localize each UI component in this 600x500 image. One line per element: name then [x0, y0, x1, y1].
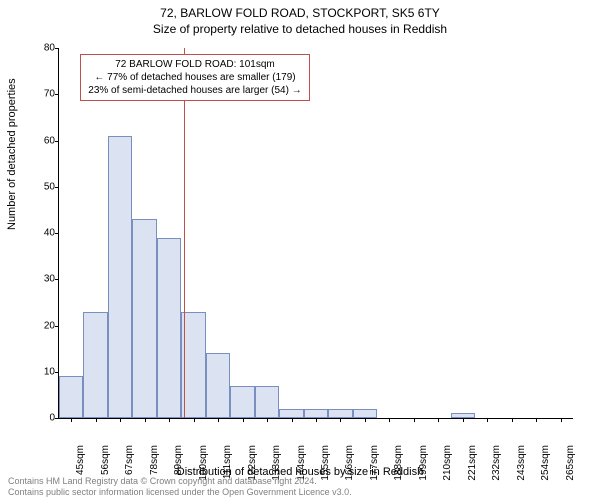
- y-tick-label: 70: [29, 89, 55, 100]
- y-axis-label: Number of detached properties: [6, 78, 18, 230]
- y-tick-label: 10: [29, 366, 55, 377]
- annotation-box: 72 BARLOW FOLD ROAD: 101sqm ← 77% of det…: [80, 54, 310, 101]
- y-tick-label: 50: [29, 181, 55, 192]
- x-tick-mark: [463, 418, 464, 422]
- y-tick-mark: [55, 279, 59, 280]
- plot-region: 0102030405060708045sqm56sqm67sqm78sqm89s…: [58, 48, 573, 419]
- annotation-line2: ← 77% of detached houses are smaller (17…: [87, 71, 303, 84]
- footer: Contains HM Land Registry data © Crown c…: [8, 476, 352, 498]
- histogram-bar: [255, 386, 279, 418]
- x-tick-mark: [340, 418, 341, 422]
- x-tick-mark: [512, 418, 513, 422]
- histogram-bar: [328, 409, 352, 418]
- y-tick-mark: [55, 233, 59, 234]
- x-tick-mark: [365, 418, 366, 422]
- chart-area: 0102030405060708045sqm56sqm67sqm78sqm89s…: [58, 48, 572, 418]
- histogram-bar: [353, 409, 377, 418]
- chart-container: 72, BARLOW FOLD ROAD, STOCKPORT, SK5 6TY…: [0, 0, 600, 500]
- histogram-bar: [157, 238, 181, 418]
- y-tick-mark: [55, 94, 59, 95]
- y-tick-label: 60: [29, 135, 55, 146]
- title-sub: Size of property relative to detached ho…: [0, 20, 600, 36]
- histogram-bar: [206, 353, 230, 418]
- y-tick-mark: [55, 372, 59, 373]
- x-tick-mark: [438, 418, 439, 422]
- y-tick-mark: [55, 48, 59, 49]
- annotation-line1: 72 BARLOW FOLD ROAD: 101sqm: [87, 58, 303, 71]
- footer-line2: Contains public sector information licen…: [8, 487, 352, 498]
- x-tick-mark: [536, 418, 537, 422]
- footer-line1: Contains HM Land Registry data © Crown c…: [8, 476, 352, 487]
- x-tick-mark: [120, 418, 121, 422]
- reference-line: [184, 48, 185, 418]
- histogram-bar: [108, 136, 132, 418]
- x-tick-mark: [96, 418, 97, 422]
- histogram-bar: [304, 409, 328, 418]
- y-tick-label: 0: [29, 413, 55, 424]
- y-tick-mark: [55, 418, 59, 419]
- y-tick-label: 30: [29, 274, 55, 285]
- y-tick-mark: [55, 187, 59, 188]
- title-main: 72, BARLOW FOLD ROAD, STOCKPORT, SK5 6TY: [0, 0, 600, 20]
- x-tick-mark: [218, 418, 219, 422]
- y-tick-mark: [55, 141, 59, 142]
- x-tick-mark: [194, 418, 195, 422]
- y-tick-label: 20: [29, 320, 55, 331]
- x-tick-mark: [243, 418, 244, 422]
- x-tick-mark: [414, 418, 415, 422]
- histogram-bar: [230, 386, 254, 418]
- x-tick-mark: [316, 418, 317, 422]
- x-tick-mark: [487, 418, 488, 422]
- x-tick-mark: [292, 418, 293, 422]
- histogram-bar: [59, 376, 83, 418]
- y-tick-label: 40: [29, 228, 55, 239]
- y-tick-label: 80: [29, 43, 55, 54]
- annotation-line3: 23% of semi-detached houses are larger (…: [87, 84, 303, 97]
- x-tick-mark: [561, 418, 562, 422]
- histogram-bar: [132, 219, 156, 418]
- histogram-bar: [181, 312, 205, 418]
- x-tick-mark: [71, 418, 72, 422]
- histogram-bar: [279, 409, 303, 418]
- histogram-bar: [83, 312, 107, 418]
- x-tick-mark: [145, 418, 146, 422]
- x-tick-mark: [389, 418, 390, 422]
- y-tick-mark: [55, 326, 59, 327]
- x-tick-mark: [169, 418, 170, 422]
- x-tick-mark: [267, 418, 268, 422]
